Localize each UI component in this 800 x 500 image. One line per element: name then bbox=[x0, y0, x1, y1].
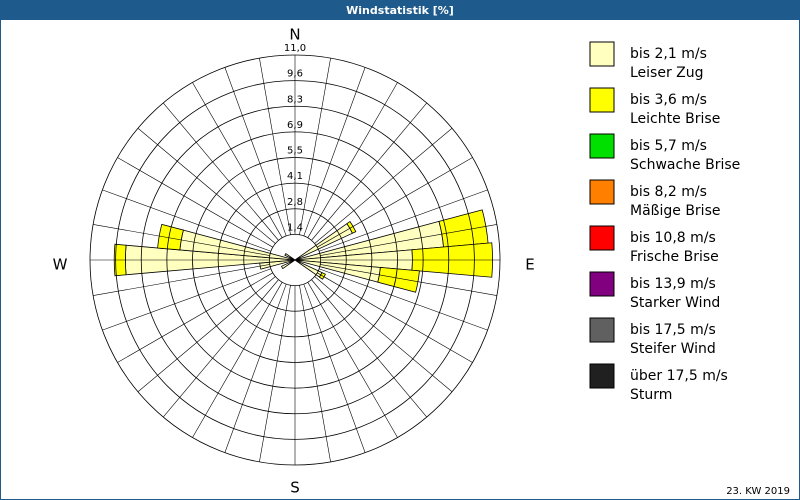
spoke bbox=[299, 58, 331, 235]
spoke bbox=[311, 279, 428, 418]
legend-description: Sturm bbox=[630, 387, 672, 403]
spoke bbox=[224, 283, 287, 453]
ring bbox=[115, 80, 475, 440]
legend-label: bis 2,1 m/s bbox=[630, 46, 707, 62]
tick-label: 2,8 bbox=[287, 197, 303, 208]
chart-title: Windstatistik [%] bbox=[346, 4, 454, 17]
spoke bbox=[137, 127, 276, 244]
legend-swatch bbox=[589, 225, 615, 251]
spoke bbox=[102, 268, 272, 331]
spoke bbox=[317, 157, 473, 248]
spoke bbox=[320, 224, 497, 256]
tick-label: 1,4 bbox=[287, 222, 303, 233]
ring bbox=[89, 54, 501, 466]
legend-swatch bbox=[589, 271, 615, 297]
tick-label: 4,1 bbox=[287, 171, 303, 182]
legend-label: bis 5,7 m/s bbox=[630, 138, 707, 154]
direction-label: W bbox=[53, 256, 68, 274]
spoke bbox=[320, 264, 497, 296]
sector bbox=[491, 242, 493, 278]
legend-description: Mäßige Brise bbox=[630, 203, 720, 219]
direction-label: N bbox=[289, 26, 300, 44]
legend: bis 2,1 m/s Leiser Zug bis 3,6 m/s Leichte … bbox=[589, 41, 740, 403]
tick-label: 6,9 bbox=[287, 120, 303, 131]
spoke bbox=[259, 58, 291, 235]
ring bbox=[268, 233, 322, 287]
spoke bbox=[317, 272, 473, 363]
ring bbox=[243, 208, 347, 312]
legend-swatch bbox=[589, 133, 615, 159]
legend-description: Leiser Zug bbox=[630, 65, 704, 81]
legend-label: bis 3,6 m/s bbox=[630, 92, 707, 108]
spoke bbox=[299, 285, 331, 462]
legend-label: bis 10,8 m/s bbox=[630, 230, 716, 246]
legend-label: bis 17,5 m/s bbox=[630, 322, 716, 338]
spoke bbox=[303, 283, 366, 453]
sector bbox=[280, 259, 296, 270]
spoke bbox=[307, 82, 398, 238]
spoke bbox=[137, 276, 276, 393]
spoke bbox=[318, 268, 488, 331]
sector bbox=[157, 223, 184, 251]
sector bbox=[284, 253, 296, 261]
spoke bbox=[224, 67, 287, 237]
sector bbox=[377, 267, 420, 293]
tick-label: 8,3 bbox=[287, 94, 303, 105]
spoke bbox=[311, 102, 428, 241]
tick-label: 9,6 bbox=[287, 69, 303, 80]
legend-description: Steifer Wind bbox=[630, 341, 716, 357]
ring bbox=[217, 182, 373, 338]
tick-label: 11,0 bbox=[284, 43, 306, 54]
ring bbox=[192, 157, 398, 363]
legend-description: Frische Brise bbox=[630, 249, 719, 265]
spoke bbox=[117, 157, 273, 248]
spoke bbox=[314, 276, 453, 393]
legend-label: über 17,5 m/s bbox=[630, 368, 728, 384]
spoke bbox=[117, 272, 273, 363]
legend-description: Leichte Brise bbox=[630, 111, 720, 127]
legend-swatch bbox=[589, 87, 615, 113]
spoke bbox=[307, 282, 398, 438]
spoke bbox=[318, 189, 488, 252]
ring bbox=[140, 105, 450, 415]
legend-description: Starker Wind bbox=[630, 295, 720, 311]
legend-description: Schwache Brise bbox=[630, 157, 740, 173]
ring bbox=[166, 131, 424, 389]
direction-label: E bbox=[525, 256, 534, 274]
spoke bbox=[162, 102, 279, 241]
spoke bbox=[192, 82, 283, 238]
spoke bbox=[303, 67, 366, 237]
spoke bbox=[192, 282, 283, 438]
legend-label: bis 8,2 m/s bbox=[630, 184, 707, 200]
spoke bbox=[93, 224, 270, 256]
legend-swatch bbox=[589, 41, 615, 67]
rose: 1,4 2,8 4,1 5,5 6,9 8,3 9,6 11,0N E S W bbox=[53, 26, 535, 497]
spoke bbox=[259, 285, 291, 462]
spoke bbox=[102, 189, 272, 252]
spoke bbox=[314, 127, 453, 244]
legend-swatch bbox=[589, 363, 615, 389]
spoke bbox=[162, 279, 279, 418]
spoke bbox=[93, 264, 270, 296]
tick-label: 5,5 bbox=[287, 146, 303, 157]
footer: 23. KW 2019 bbox=[726, 486, 790, 497]
title-bar bbox=[0, 0, 800, 20]
legend-swatch bbox=[589, 317, 615, 343]
legend-label: bis 13,9 m/s bbox=[630, 276, 716, 292]
direction-label: S bbox=[290, 479, 300, 497]
legend-swatch bbox=[589, 179, 615, 205]
